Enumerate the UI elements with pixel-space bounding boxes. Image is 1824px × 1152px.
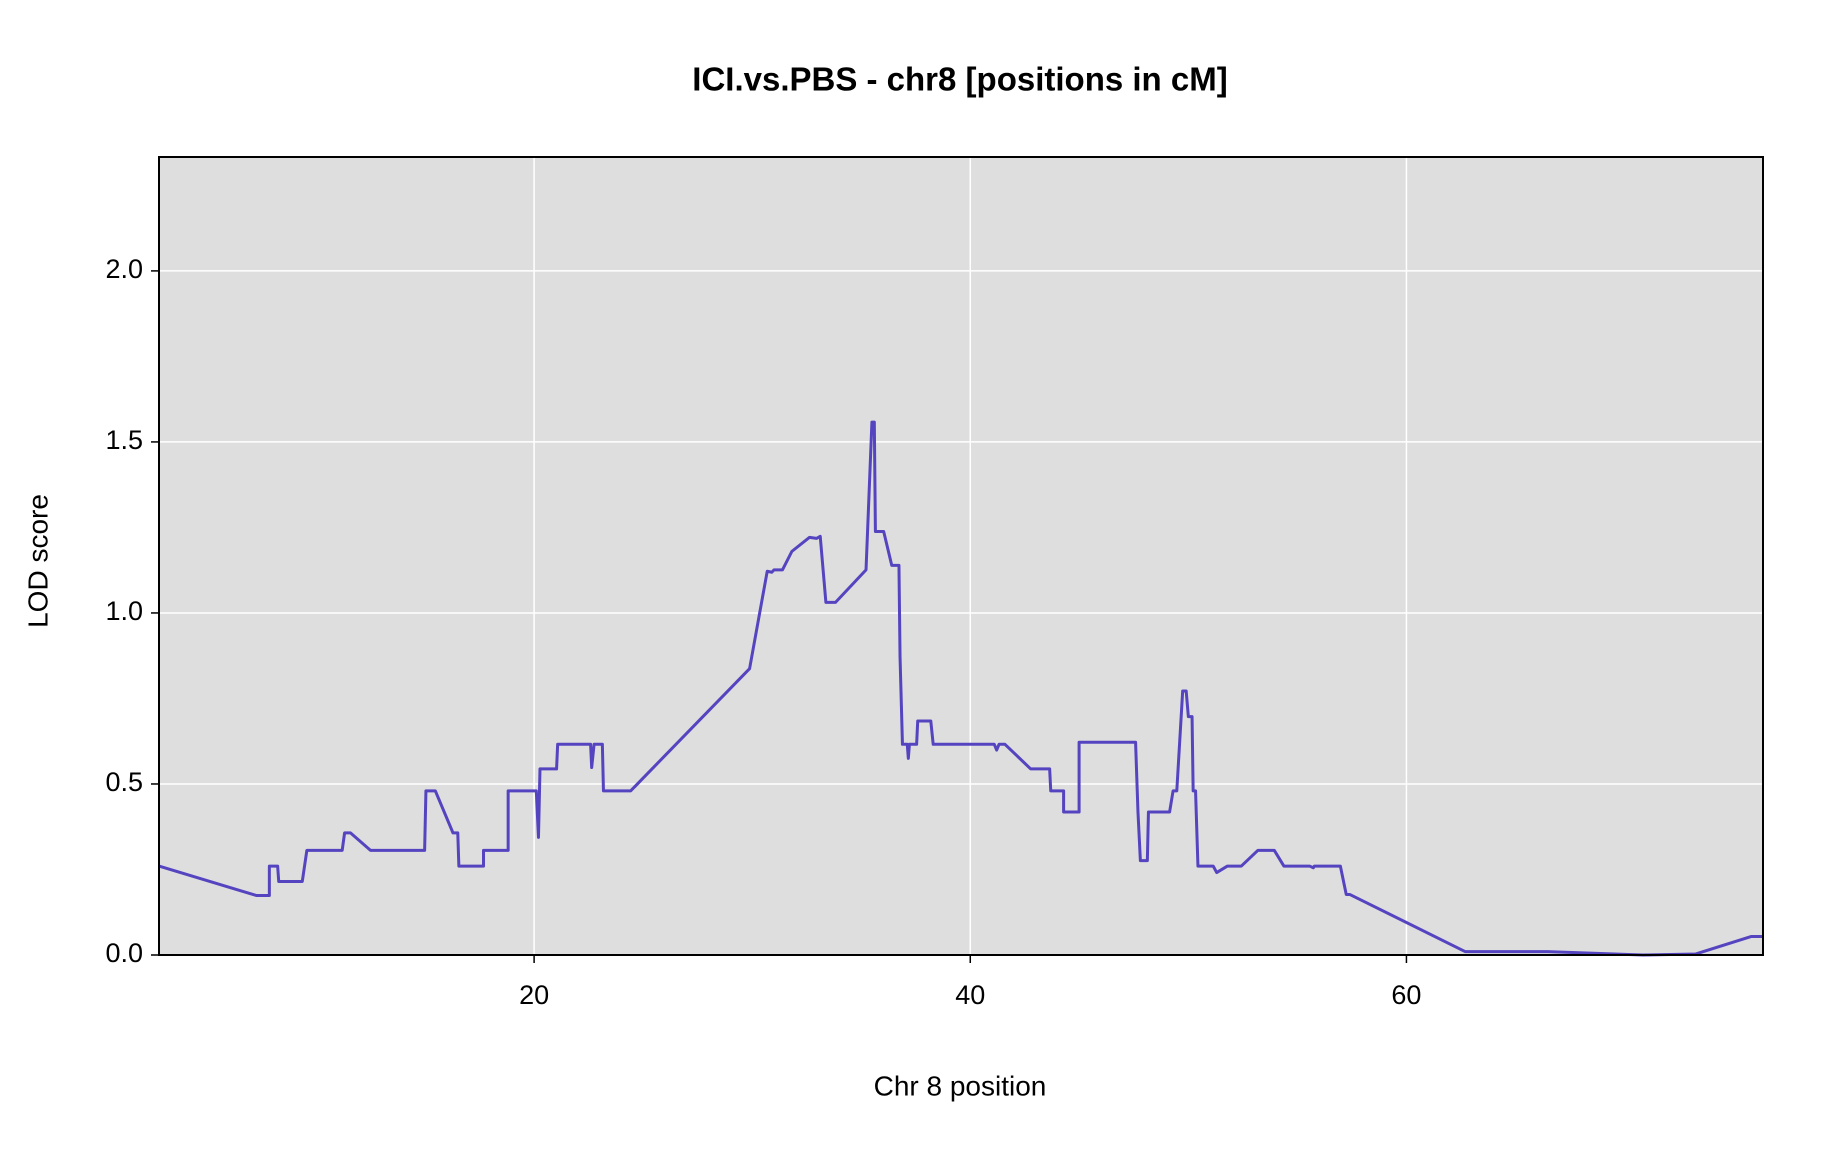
- x-tick-label: 60: [1391, 980, 1421, 1010]
- y-tick-label: 2.0: [105, 254, 143, 284]
- y-tick-label: 1.5: [105, 425, 143, 455]
- y-tick-label: 0.5: [105, 767, 143, 797]
- plot-frame: [158, 156, 1764, 956]
- y-axis-label: LOD score: [22, 494, 53, 628]
- plot-background: [159, 157, 1763, 955]
- x-tick-label: 20: [519, 980, 549, 1010]
- chart-title: ICI.vs.PBS - chr8 [positions in cM]: [692, 61, 1227, 98]
- x-tick-label: 40: [955, 980, 985, 1010]
- x-axis-label: Chr 8 position: [874, 1070, 1047, 1101]
- data-line: [158, 420, 1763, 957]
- y-tick-label: 0.0: [105, 938, 143, 968]
- y-tick-label: 1.0: [105, 596, 143, 626]
